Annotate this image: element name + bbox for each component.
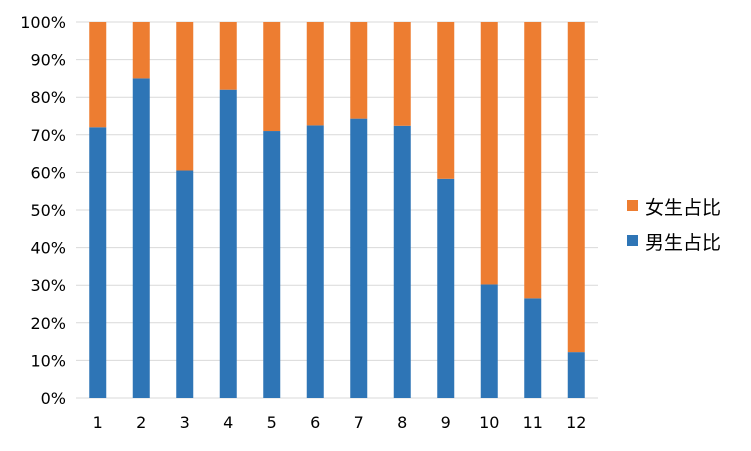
bar-female-3 xyxy=(176,22,194,171)
bar-female-12 xyxy=(567,22,585,353)
y-axis-ticks: 0% 10% 20% 30% 40% 50% 60% 70% 80% 90% 100% xyxy=(20,13,66,408)
y-tick-label: 60% xyxy=(30,163,66,182)
x-tick-label: 5 xyxy=(267,413,277,432)
bar-female-10 xyxy=(480,22,498,285)
legend-swatch-male xyxy=(627,235,638,246)
x-tick-label: 8 xyxy=(397,413,407,432)
y-tick-label: 100% xyxy=(20,13,66,32)
bar-female-9 xyxy=(437,22,455,179)
legend-label-female: 女生占比 xyxy=(645,197,721,219)
y-tick-label: 0% xyxy=(41,389,66,408)
x-tick-label: 7 xyxy=(354,413,364,432)
bar-female-8 xyxy=(393,22,411,126)
legend-label-male: 男生占比 xyxy=(645,232,721,254)
x-tick-label: 3 xyxy=(180,413,190,432)
bar-male-9 xyxy=(437,178,455,398)
bar-male-6 xyxy=(306,125,324,399)
y-tick-label: 80% xyxy=(30,88,66,107)
bar-male-12 xyxy=(567,352,585,398)
x-tick-label: 9 xyxy=(441,413,451,432)
bar-male-3 xyxy=(176,170,194,398)
y-tick-label: 20% xyxy=(30,314,66,333)
x-tick-label: 2 xyxy=(136,413,146,432)
x-tick-label: 4 xyxy=(223,413,233,432)
bar-female-2 xyxy=(132,22,150,79)
x-tick-label: 11 xyxy=(523,413,543,432)
legend-swatch-female xyxy=(627,200,638,211)
gridlines xyxy=(76,21,598,399)
bar-female-5 xyxy=(263,22,281,132)
y-tick-label: 10% xyxy=(30,351,66,370)
x-tick-label: 12 xyxy=(566,413,586,432)
bar-male-10 xyxy=(480,284,498,398)
bar-male-1 xyxy=(89,127,107,398)
legend: 女生占比 男生占比 xyxy=(627,197,721,254)
bar-male-2 xyxy=(132,78,150,399)
bar-female-7 xyxy=(350,22,368,119)
y-tick-label: 50% xyxy=(30,201,66,220)
x-tick-label: 10 xyxy=(479,413,499,432)
bar-female-6 xyxy=(306,22,324,126)
bar-male-7 xyxy=(350,118,368,398)
bars xyxy=(89,22,585,399)
bar-female-4 xyxy=(219,22,237,90)
y-tick-label: 70% xyxy=(30,126,66,145)
bar-male-11 xyxy=(524,298,542,398)
bar-male-4 xyxy=(219,89,237,399)
y-tick-label: 90% xyxy=(30,51,66,70)
bar-male-5 xyxy=(263,131,281,399)
x-axis-ticks: 1 2 3 4 5 6 7 8 9 10 11 12 xyxy=(93,413,587,432)
y-tick-label: 30% xyxy=(30,276,66,295)
y-tick-label: 40% xyxy=(30,239,66,258)
x-tick-label: 1 xyxy=(93,413,103,432)
bar-male-8 xyxy=(393,125,411,398)
bar-female-11 xyxy=(524,22,542,299)
bar-female-1 xyxy=(89,22,107,128)
x-tick-label: 6 xyxy=(310,413,320,432)
